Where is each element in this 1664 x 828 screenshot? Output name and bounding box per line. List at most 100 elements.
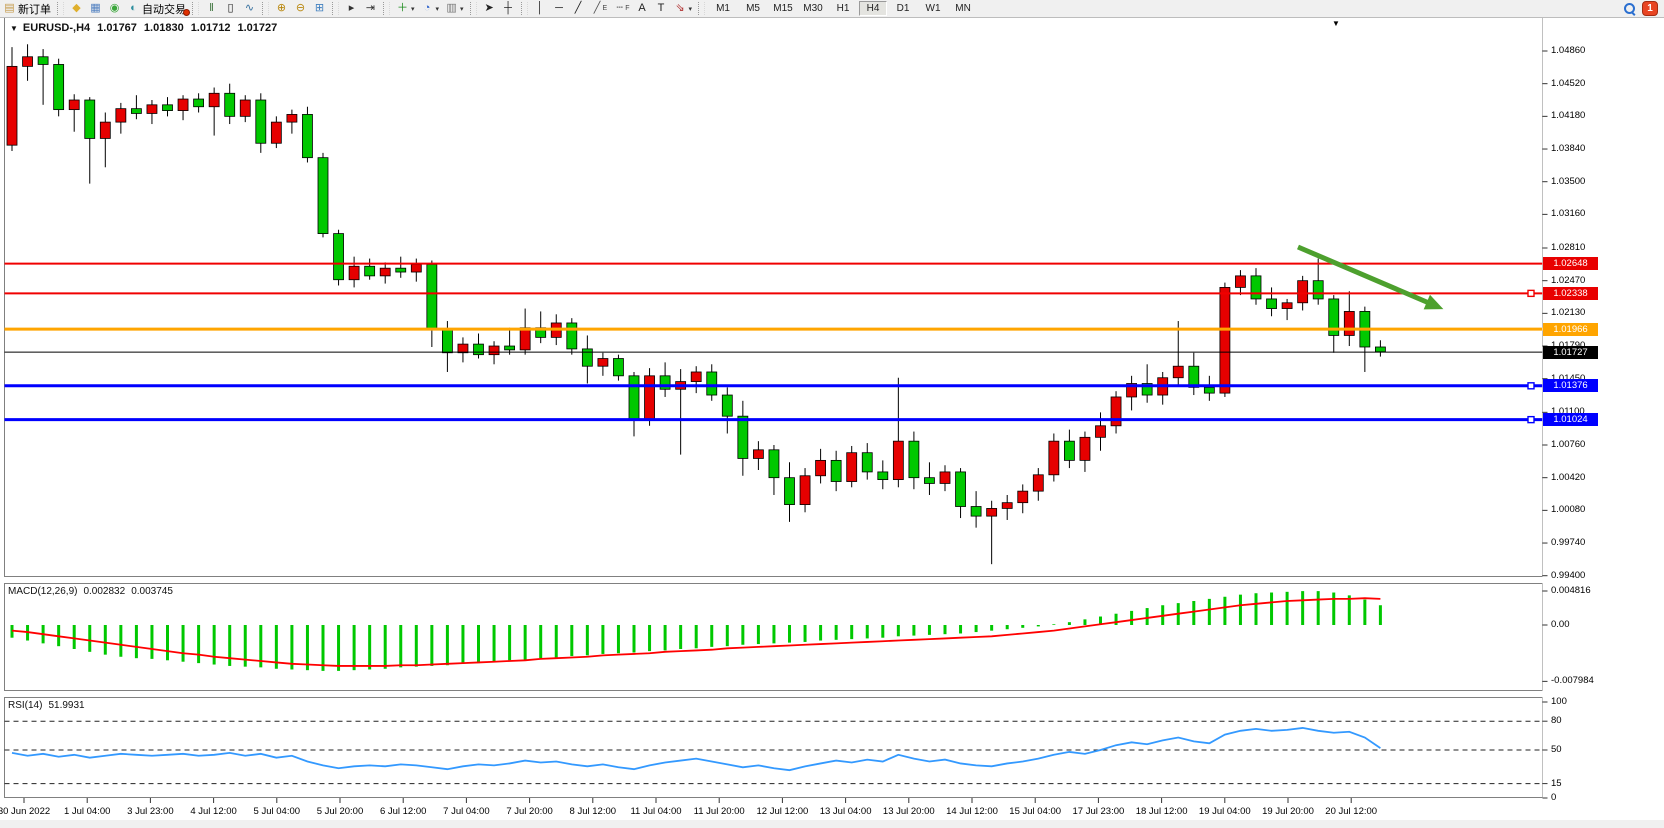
chart-shift-button[interactable]: ⇥ bbox=[361, 1, 380, 16]
cursor-button[interactable]: ➤ bbox=[480, 1, 499, 16]
signal-button[interactable]: ◉ bbox=[105, 1, 124, 16]
horizontal-line-button[interactable]: ─ bbox=[550, 1, 569, 16]
candle-body bbox=[130, 108, 142, 114]
candle-body bbox=[333, 233, 344, 281]
timeframe-button-d1[interactable]: D1 bbox=[896, 3, 910, 14]
toolbar-separator bbox=[469, 2, 477, 15]
arrows-button[interactable]: ⇘ ▾ bbox=[671, 1, 696, 16]
crosshair-button[interactable]: ┼ bbox=[499, 1, 518, 16]
gem-icon: ◆ bbox=[72, 2, 81, 14]
trend-arrow-head[interactable] bbox=[1423, 294, 1444, 310]
candle-body bbox=[473, 343, 484, 356]
level-handle[interactable] bbox=[1527, 415, 1535, 424]
macd-tick-label: -0.007984 bbox=[1551, 675, 1594, 687]
candle-body bbox=[1079, 436, 1091, 461]
level-handle[interactable] bbox=[1527, 289, 1535, 298]
search-icon[interactable] bbox=[1624, 2, 1636, 15]
toolbar-separator bbox=[383, 2, 390, 15]
auto-scroll-icon: ▸ bbox=[348, 2, 355, 14]
new-order-button[interactable]: ▤ 新订单 bbox=[0, 1, 54, 16]
candle-body bbox=[846, 452, 858, 482]
rsi-pane[interactable] bbox=[4, 697, 1543, 798]
zoom-in-button[interactable]: ⊕ bbox=[272, 1, 291, 16]
vertical-line-button[interactable]: │ bbox=[531, 1, 550, 16]
chart-collapse-icon[interactable]: ▼ bbox=[10, 23, 18, 33]
bar-chart-button[interactable]: ‖ bbox=[202, 1, 221, 16]
fibonacci-button[interactable]: ┄ F bbox=[610, 1, 632, 16]
time-axis-label: 20 Jul 12:00 bbox=[1325, 806, 1378, 817]
indicators-button[interactable]: ＋ ▾ bbox=[393, 1, 418, 16]
chart-window[interactable]: ▼ EURUSD-,H4 1.01767 1.01830 1.01712 1.0… bbox=[0, 17, 1664, 828]
candle-body bbox=[224, 92, 236, 117]
candle-body bbox=[193, 98, 205, 108]
periods-button[interactable]: ◔ ▾ bbox=[418, 1, 443, 16]
time-axis-label: 7 Jul 04:00 bbox=[443, 806, 490, 817]
timeframe-button-h1[interactable]: H1 bbox=[836, 3, 850, 14]
line-chart-button[interactable]: ∿ bbox=[240, 1, 259, 16]
time-axis-label: 19 Jul 20:00 bbox=[1262, 806, 1314, 817]
auto-scroll-button[interactable]: ▸ bbox=[342, 1, 361, 16]
price-tick-label: 1.02810 bbox=[1551, 242, 1586, 253]
timeframe-button-mn[interactable]: MN bbox=[955, 3, 971, 14]
macd-main-value: 0.002832 bbox=[83, 586, 126, 597]
price-tick-label: 1.00420 bbox=[1551, 471, 1586, 483]
text-button[interactable]: A bbox=[633, 1, 652, 16]
candle-body bbox=[1266, 298, 1277, 309]
text-icon: A bbox=[638, 2, 646, 14]
time-axis-label: 11 Jul 04:00 bbox=[630, 806, 682, 817]
tile-windows-button[interactable]: ⊞ bbox=[310, 1, 329, 16]
candlestick-chart-button[interactable]: ▯ bbox=[221, 1, 240, 16]
candle-body bbox=[1203, 386, 1215, 394]
candle-body bbox=[970, 506, 982, 517]
candle-body bbox=[504, 345, 516, 351]
candle-body bbox=[115, 108, 127, 123]
candle-body bbox=[317, 157, 329, 234]
timeframe-button-h4[interactable]: H4 bbox=[859, 1, 888, 16]
price-tick-label: 1.04520 bbox=[1551, 77, 1586, 89]
candle-body bbox=[488, 345, 500, 356]
timeframe-button-m15[interactable]: M15 bbox=[773, 3, 793, 14]
ohlc-close: 1.01727 bbox=[237, 22, 278, 34]
indicators-icon: ＋ bbox=[397, 2, 408, 14]
chevron-down-icon[interactable]: ▾ bbox=[460, 5, 464, 13]
candle-body bbox=[1328, 298, 1340, 336]
time-axis-label: 3 Jul 23:00 bbox=[127, 806, 174, 817]
chevron-down-icon[interactable]: ▾ bbox=[411, 5, 415, 13]
candle-body bbox=[364, 265, 376, 277]
chevron-down-icon[interactable]: ▾ bbox=[688, 5, 693, 13]
level-handle[interactable] bbox=[1527, 382, 1535, 390]
chevron-down-icon[interactable]: ▾ bbox=[435, 5, 440, 13]
time-axis-label: 5 Jul 20:00 bbox=[316, 806, 364, 817]
trendline-button[interactable]: ╱ bbox=[569, 1, 588, 16]
chart-window-button[interactable]: ▦ bbox=[86, 1, 105, 16]
chart-shift-marker-icon[interactable]: ▼ bbox=[1332, 19, 1340, 28]
candle-body bbox=[690, 371, 702, 382]
candle-body bbox=[302, 114, 313, 159]
rsi-value: 51.9931 bbox=[48, 700, 85, 711]
timeframe-button-m1[interactable]: M1 bbox=[716, 3, 730, 14]
timeframe-button-m30[interactable]: M30 bbox=[803, 3, 823, 14]
candle-body bbox=[1048, 440, 1060, 476]
candle-body bbox=[6, 65, 18, 146]
zoom-out-icon: ⊖ bbox=[295, 2, 306, 14]
templates-button[interactable]: ▥ ▾ bbox=[442, 1, 467, 16]
trend-arrow-line[interactable] bbox=[1297, 244, 1437, 309]
timeframe-button-m5[interactable]: M5 bbox=[746, 3, 760, 14]
candle-body bbox=[1281, 302, 1293, 309]
autotrade-icon: ◐ bbox=[130, 2, 137, 14]
zoom-out-button[interactable]: ⊖ bbox=[291, 1, 310, 16]
gem-button[interactable]: ◆ bbox=[67, 1, 86, 16]
price-badge-1.01966: 1.01966 bbox=[1543, 322, 1598, 336]
rsi-tick-label: 80 bbox=[1551, 715, 1562, 727]
timeframe-button-w1[interactable]: W1 bbox=[925, 3, 941, 14]
price-tick-label: 1.00080 bbox=[1551, 504, 1586, 516]
autotrade-button[interactable]: ◐ 自动交易 bbox=[124, 1, 190, 16]
notification-badge[interactable]: 1 bbox=[1642, 1, 1658, 16]
channel-button[interactable]: ╱ E bbox=[588, 1, 611, 16]
time-axis-label: 19 Jul 04:00 bbox=[1198, 806, 1251, 817]
label-button[interactable]: T bbox=[652, 1, 671, 16]
candle-body bbox=[1188, 365, 1200, 388]
candle-body bbox=[924, 477, 935, 484]
rsi-tick-label: 15 bbox=[1551, 777, 1562, 789]
